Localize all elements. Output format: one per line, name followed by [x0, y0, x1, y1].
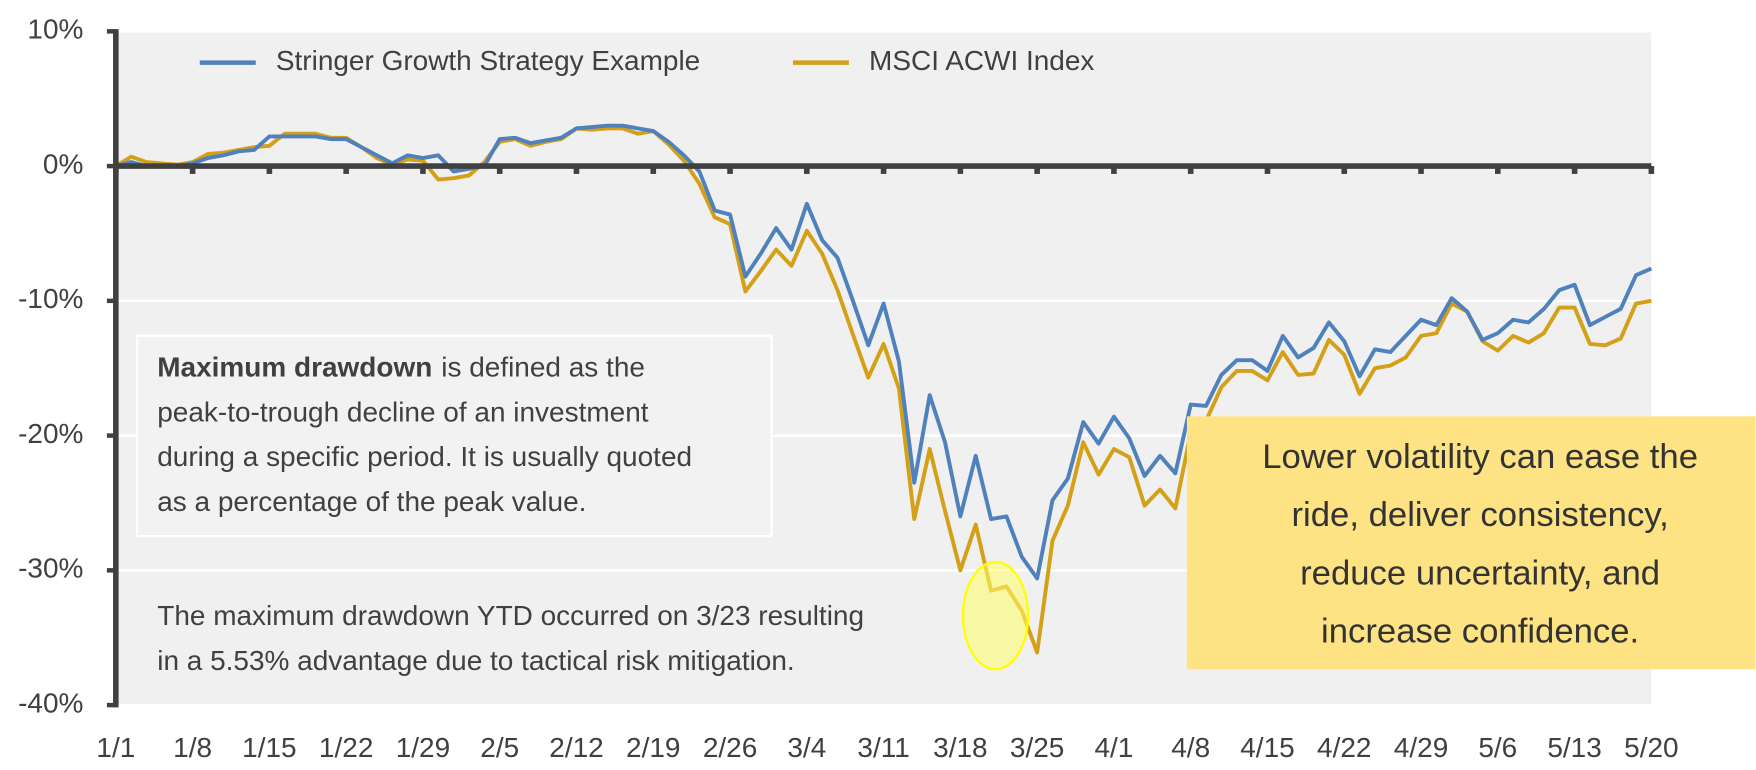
x-tick-label: 4/22	[1317, 732, 1371, 763]
x-tick-label: 5/20	[1624, 732, 1678, 763]
x-tick-label: 3/4	[787, 732, 826, 763]
definition-line: Maximum drawdown is defined as the	[157, 352, 645, 383]
x-tick-label: 2/19	[626, 732, 680, 763]
x-tick-label: 1/1	[96, 732, 135, 763]
callout-line: ride, deliver consistency,	[1292, 496, 1669, 534]
definition-line: peak-to-trough decline of an investment	[157, 396, 649, 427]
callout-line: Lower volatility can ease the	[1262, 438, 1698, 476]
y-tick-label: -40%	[18, 687, 83, 718]
y-tick-label: -10%	[18, 283, 83, 314]
x-tick-label: 2/5	[480, 732, 519, 763]
trough-highlight	[961, 560, 1030, 671]
x-tick-label: 3/25	[1010, 732, 1064, 763]
series-lines	[114, 123, 1653, 655]
x-tick-label: 4/8	[1171, 732, 1210, 763]
definition-box	[135, 334, 773, 538]
x-tick-label: 3/18	[933, 732, 987, 763]
x-tick-label: 1/8	[173, 732, 212, 763]
note-line: in a 5.53% advantage due to tactical ris…	[157, 645, 794, 676]
x-tick-label: 2/26	[703, 732, 757, 763]
y-tick-label: 10%	[27, 14, 83, 45]
x-tick-label: 1/15	[242, 732, 296, 763]
x-tick-label: 1/22	[319, 732, 373, 763]
x-tick-label: 5/6	[1478, 732, 1517, 763]
callout-line: increase confidence.	[1321, 613, 1639, 651]
legend-label: MSCI ACWI Index	[869, 45, 1094, 76]
definition-line: as a percentage of the peak value.	[157, 486, 586, 517]
x-tick-label: 1/29	[396, 732, 450, 763]
definition-line: during a specific period. It is usually …	[157, 441, 692, 472]
definition-bold: Maximum drawdown	[157, 352, 432, 383]
definition-text: is defined as the	[441, 352, 645, 383]
note-line: The maximum drawdown YTD occurred on 3/2…	[157, 600, 864, 631]
callout-box	[1186, 416, 1756, 670]
x-tick-label: 4/1	[1094, 732, 1133, 763]
callout-line: reduce uncertainty, and	[1300, 554, 1660, 592]
x-tick-label: 2/12	[549, 732, 603, 763]
legend-label: Stringer Growth Strategy Example	[276, 45, 700, 76]
legend: Stringer Growth Strategy Example MSCI ACW…	[199, 45, 1094, 76]
x-tick-label: 4/29	[1394, 732, 1448, 763]
y-tick-label: -30%	[18, 553, 83, 584]
x-tick-label: 4/15	[1240, 732, 1294, 763]
series-line	[115, 123, 1653, 581]
x-tick-label: 5/13	[1547, 732, 1601, 763]
y-tick-label: -20%	[18, 418, 83, 449]
x-tick-label: 3/11	[857, 732, 909, 763]
y-tick-label: 0%	[43, 148, 83, 179]
